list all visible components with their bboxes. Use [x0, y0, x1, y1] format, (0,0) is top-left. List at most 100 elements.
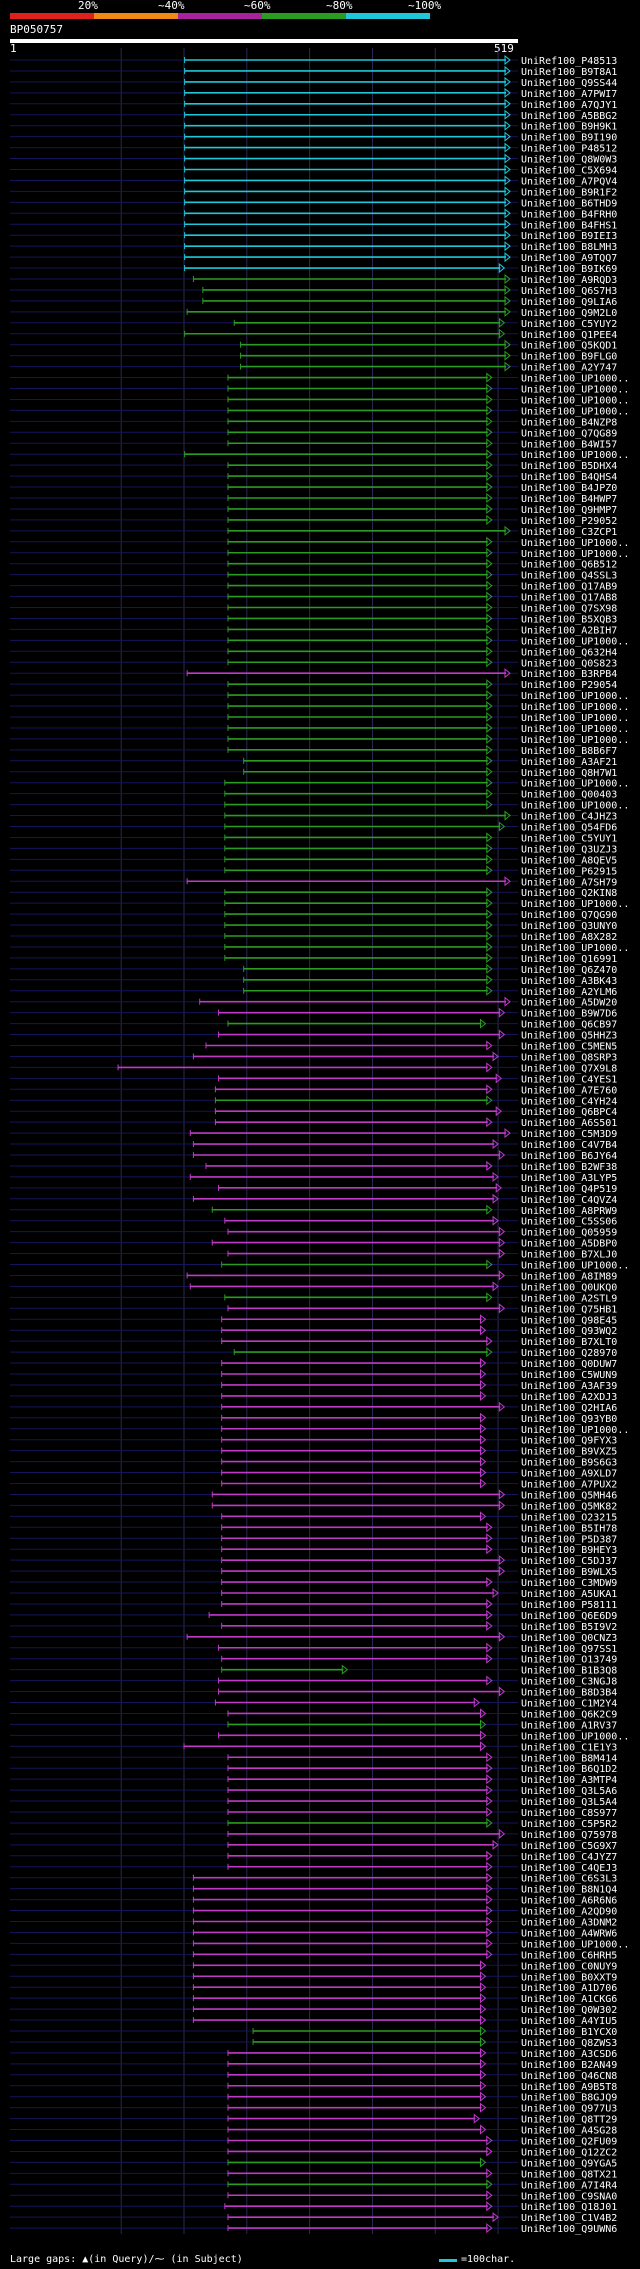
hit-label[interactable]: UniRef100_B8D3B4	[521, 1688, 617, 1699]
hit-label[interactable]: UniRef100_C6S3L3	[521, 1874, 617, 1885]
hit-label[interactable]: UniRef100_B9WLX5	[521, 1567, 617, 1578]
hit-label[interactable]: UniRef100_C5X694	[521, 166, 617, 177]
hit-label[interactable]: UniRef100_UP1000..	[521, 735, 629, 746]
hit-label[interactable]: UniRef100_B8N1Q4	[521, 1885, 617, 1896]
hit-label[interactable]: UniRef100_UP1000..	[521, 385, 629, 396]
hit-label[interactable]: UniRef100_UP1000..	[521, 1731, 629, 1742]
hit-label[interactable]: UniRef100_C8S977	[521, 1808, 617, 1819]
hit-label[interactable]: UniRef100_Q3L5A6	[521, 1786, 617, 1797]
hit-label[interactable]: UniRef100_A3MTP4	[521, 1775, 617, 1786]
hit-label[interactable]: UniRef100_Q9LIA6	[521, 297, 617, 308]
hit-label[interactable]: UniRef100_A4WRW6	[521, 1928, 617, 1939]
hit-label[interactable]: UniRef100_Q977U3	[521, 2104, 617, 2115]
hit-label[interactable]: UniRef100_Q5HHZ3	[521, 1031, 617, 1042]
hit-label[interactable]: UniRef100_A2BIH7	[521, 625, 617, 636]
hit-label[interactable]: UniRef100_Q2FU09	[521, 2137, 617, 2148]
hit-label[interactable]: UniRef100_UP1000..	[521, 943, 629, 954]
hit-label[interactable]: UniRef100_A8X282	[521, 932, 617, 943]
hit-label[interactable]: UniRef100_B9T8A1	[521, 67, 617, 78]
hit-label[interactable]: UniRef100_UP1000..	[521, 549, 629, 560]
hit-label[interactable]: UniRef100_B6THD9	[521, 198, 617, 209]
hit-label[interactable]: UniRef100_B4FHS1	[521, 220, 617, 231]
hit-label[interactable]: UniRef100_Q6B512	[521, 560, 617, 571]
hit-label[interactable]: UniRef100_Q8TT29	[521, 2115, 617, 2126]
hit-label[interactable]: UniRef100_Q9SS44	[521, 78, 617, 89]
hit-label[interactable]: UniRef100_C4YES1	[521, 1074, 617, 1085]
hit-label[interactable]: UniRef100_A7E760	[521, 1085, 617, 1096]
hit-label[interactable]: UniRef100_UP1000..	[521, 691, 629, 702]
hit-label[interactable]: UniRef100_Q6K2C9	[521, 1709, 617, 1720]
hit-label[interactable]: UniRef100_UP1000..	[521, 779, 629, 790]
hit-label[interactable]: UniRef100_C5YUY1	[521, 833, 617, 844]
hit-label[interactable]: UniRef100_C5P5R2	[521, 1819, 617, 1830]
hit-label[interactable]: UniRef100_Q75978	[521, 1830, 617, 1841]
hit-label[interactable]: UniRef100_A5DW20	[521, 998, 617, 1009]
hit-label[interactable]: UniRef100_C5MEN5	[521, 1042, 617, 1053]
hit-label[interactable]: UniRef100_C5M3D9	[521, 1129, 617, 1140]
hit-label[interactable]: UniRef100_A1CKG6	[521, 1994, 617, 2005]
hit-label[interactable]: UniRef100_B4NZP8	[521, 417, 617, 428]
hit-label[interactable]: UniRef100_C5SS06	[521, 1217, 617, 1228]
hit-label[interactable]: UniRef100_A8QEV5	[521, 855, 617, 866]
hit-label[interactable]: UniRef100_B0XXT9	[521, 1972, 617, 1983]
hit-label[interactable]: UniRef100_Q4SSL3	[521, 571, 617, 582]
hit-label[interactable]: UniRef100_Q5KQD1	[521, 341, 617, 352]
hit-label[interactable]: UniRef100_UP1000..	[521, 450, 629, 461]
hit-label[interactable]: UniRef100_A2STL9	[521, 1293, 617, 1304]
hit-label[interactable]: UniRef100_Q2HIA6	[521, 1403, 617, 1414]
hit-label[interactable]: UniRef100_A5DBP0	[521, 1239, 617, 1250]
hit-label[interactable]: UniRef100_Q8SRP3	[521, 1052, 617, 1063]
hit-label[interactable]: UniRef100_A7PWI7	[521, 89, 617, 100]
hit-label[interactable]: UniRef100_B4JPZ0	[521, 483, 617, 494]
hit-label[interactable]: UniRef100_P62915	[521, 866, 617, 877]
hit-label[interactable]: UniRef100_P29054	[521, 680, 617, 691]
hit-label[interactable]: UniRef100_Q6CB97	[521, 1020, 617, 1031]
hit-label[interactable]: UniRef100_B5XQB3	[521, 614, 617, 625]
hit-label[interactable]: UniRef100_P58111	[521, 1600, 617, 1611]
hit-label[interactable]: UniRef100_Q8TX21	[521, 2169, 617, 2180]
hit-label[interactable]: UniRef100_B9VXZ5	[521, 1447, 617, 1458]
hit-label[interactable]: UniRef100_A1D706	[521, 1983, 617, 1994]
hit-label[interactable]: UniRef100_Q0CNZ3	[521, 1633, 617, 1644]
hit-label[interactable]: UniRef100_UP1000..	[521, 406, 629, 417]
hit-label[interactable]: UniRef100_B5IH78	[521, 1523, 617, 1534]
hit-label[interactable]: UniRef100_A3BK43	[521, 976, 617, 987]
hit-label[interactable]: UniRef100_B4QHS4	[521, 472, 617, 483]
hit-label[interactable]: UniRef100_C3NGJ8	[521, 1677, 617, 1688]
hit-label[interactable]: UniRef100_A2Y747	[521, 363, 617, 374]
hit-label[interactable]: UniRef100_UP1000..	[521, 395, 629, 406]
hit-label[interactable]: UniRef100_Q8ZWS3	[521, 2038, 617, 2049]
hit-label[interactable]: UniRef100_Q16991	[521, 954, 617, 965]
hit-label[interactable]: UniRef100_UP1000..	[521, 538, 629, 549]
hit-label[interactable]: UniRef100_B9S6G3	[521, 1458, 617, 1469]
hit-label[interactable]: UniRef100_A6S501	[521, 1118, 617, 1129]
hit-label[interactable]: UniRef100_A5UKA1	[521, 1589, 617, 1600]
hit-label[interactable]: UniRef100_B8LMH3	[521, 242, 617, 253]
hit-label[interactable]: UniRef100_UP1000..	[521, 636, 629, 647]
hit-label[interactable]: UniRef100_Q8W0W3	[521, 155, 617, 166]
hit-label[interactable]: UniRef100_C4JYZ7	[521, 1852, 617, 1863]
hit-label[interactable]: UniRef100_UP1000..	[521, 899, 629, 910]
hit-label[interactable]: UniRef100_A7PQV4	[521, 176, 617, 187]
hit-label[interactable]: UniRef100_B6Q1D2	[521, 1764, 617, 1775]
hit-label[interactable]: UniRef100_C5YUY2	[521, 319, 617, 330]
hit-label[interactable]: UniRef100_B9IK69	[521, 264, 617, 275]
hit-label[interactable]: UniRef100_Q9HMP7	[521, 505, 617, 516]
hit-label[interactable]: UniRef100_Q18J01	[521, 2202, 617, 2213]
hit-label[interactable]: UniRef100_B9FLG0	[521, 352, 617, 363]
hit-label[interactable]: UniRef100_C3MDW9	[521, 1578, 617, 1589]
hit-label[interactable]: UniRef100_Q6E6D9	[521, 1611, 617, 1622]
hit-label[interactable]: UniRef100_A7I4R4	[521, 2180, 617, 2191]
hit-label[interactable]: UniRef100_Q9YGA5	[521, 2158, 617, 2169]
hit-label[interactable]: UniRef100_P48512	[521, 144, 617, 155]
hit-label[interactable]: UniRef100_P29052	[521, 516, 617, 527]
hit-label[interactable]: UniRef100_Q93YB0	[521, 1414, 617, 1425]
hit-label[interactable]: UniRef100_A9XLD7	[521, 1469, 617, 1480]
hit-label[interactable]: UniRef100_A4SG28	[521, 2126, 617, 2137]
hit-label[interactable]: UniRef100_B7XLJ0	[521, 1250, 617, 1261]
hit-label[interactable]: UniRef100_UP1000..	[521, 1425, 629, 1436]
hit-label[interactable]: UniRef100_C1M2Y4	[521, 1699, 617, 1710]
hit-label[interactable]: UniRef100_Q98E45	[521, 1315, 617, 1326]
hit-label[interactable]: UniRef100_Q17AB8	[521, 593, 617, 604]
hit-label[interactable]: UniRef100_Q12ZC2	[521, 2147, 617, 2158]
